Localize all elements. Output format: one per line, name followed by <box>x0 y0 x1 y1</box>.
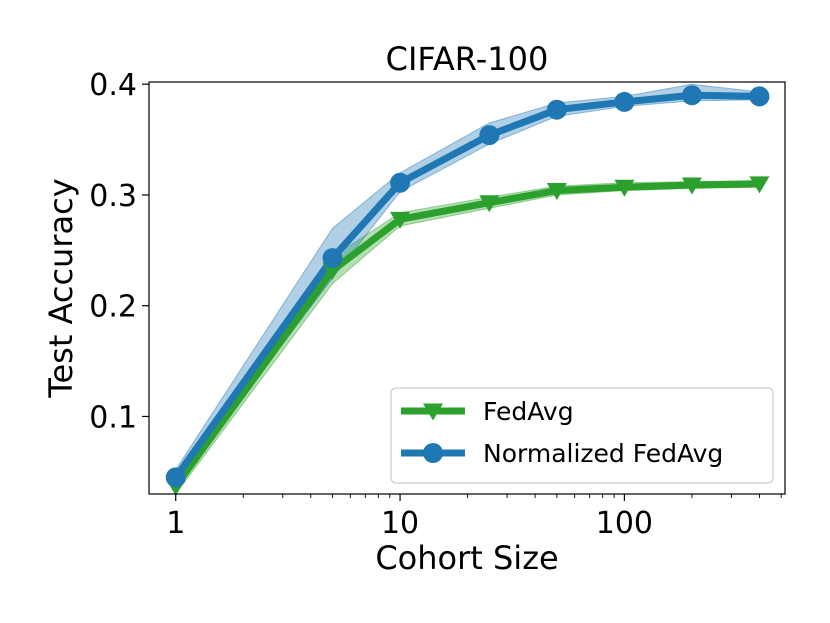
series-markers <box>165 85 770 496</box>
fedavg-point <box>479 195 500 213</box>
fedavg-point <box>390 211 411 229</box>
chart-title: CIFAR-100 <box>386 40 549 78</box>
fedavg-point <box>322 262 343 280</box>
y-tick-label: 0.1 <box>89 400 137 435</box>
normalized-fedavg-point <box>681 85 702 106</box>
normalized-fedavg-line <box>172 91 763 481</box>
plot-frame <box>148 81 786 495</box>
x-tick-label: 100 <box>596 506 653 541</box>
legend-normalized-fedavg-marker <box>423 443 443 463</box>
legend-fedavg-label: FedAvg <box>483 397 574 426</box>
fedavg-line <box>172 180 763 490</box>
normalized-fedavg-point <box>749 86 770 107</box>
normalized-fedavg-point <box>390 172 411 193</box>
y-axis-ticks: 0.1 0.2 0.3 0.4 <box>89 68 149 435</box>
fedavg-point <box>749 176 770 194</box>
normalized-fedavg-point <box>165 467 186 488</box>
y-axis-label: Test Accuracy <box>42 178 80 398</box>
legend-fedavg-marker <box>423 403 443 421</box>
series-lines <box>172 91 763 490</box>
legend-normalized-fedavg-label: Normalized FedAvg <box>483 439 723 468</box>
normalized-fedavg-point <box>546 99 567 120</box>
fedavg-point <box>614 179 635 197</box>
legend-box <box>390 387 774 484</box>
y-tick-label: 0.4 <box>89 68 137 103</box>
x-axis-ticks: 1 10 100 <box>166 494 782 541</box>
normalized-fedavg-point <box>614 91 635 112</box>
x-tick-label: 10 <box>381 506 419 541</box>
y-tick-label: 0.3 <box>89 179 137 214</box>
normalized-fedavg-point <box>479 125 500 146</box>
fedavg-point <box>546 183 567 201</box>
x-axis-label: Cohort Size <box>375 539 558 577</box>
y-tick-label: 0.2 <box>89 290 137 325</box>
x-tick-label: 1 <box>166 506 185 541</box>
fedavg-point <box>681 177 702 195</box>
legend: FedAvg Normalized FedAvg <box>390 387 774 484</box>
normalized-fedavg-point <box>322 248 343 269</box>
